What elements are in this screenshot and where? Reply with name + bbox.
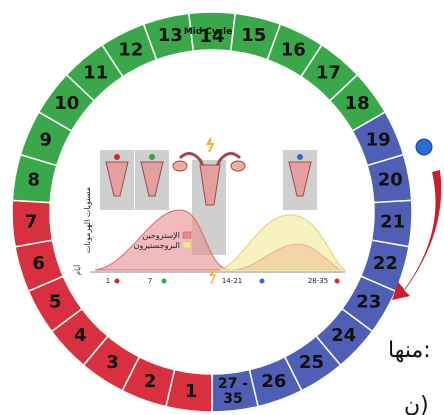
tick-dot-red — [114, 278, 120, 284]
ovulation-bolt-icon — [209, 269, 217, 285]
cycle-day-label: 7 — [25, 212, 38, 233]
cycle-day-label: 15 — [241, 25, 266, 46]
cycle-day-label: 6 — [32, 253, 45, 274]
cycle-day-label: 4 — [74, 325, 87, 346]
mid-cycle-label: Mid Cycle — [184, 27, 233, 37]
cycle-day-label: 19 — [366, 129, 391, 150]
cycle-day-label: 10 — [54, 93, 79, 114]
x-tick-1: 1 — [106, 277, 110, 285]
cycle-day-label: 3 — [106, 352, 119, 373]
cycle-day-label: 27 -35 — [218, 376, 248, 407]
cycle-day-label: 2 — [144, 371, 157, 392]
x-tick-7: 7 — [148, 277, 152, 285]
cycle-day-label: 9 — [40, 129, 53, 150]
uterus-image-2 — [135, 150, 169, 210]
x-tick-14-21: 14-21 — [222, 277, 242, 285]
uterus-ovaries-image — [172, 137, 246, 255]
cycle-day-label: 22 — [373, 253, 398, 274]
legend-progesterone: البروجستيرون — [134, 241, 180, 250]
tick-dot-green — [161, 278, 167, 284]
cycle-day-label: 11 — [83, 62, 108, 83]
curved-arrow-icon — [392, 170, 442, 300]
x-tick-28-35: 28-35 — [308, 277, 328, 285]
legend-swatch-estrogen — [182, 231, 192, 239]
tick-dot-red-end — [334, 278, 340, 284]
side-text-1: منها: — [388, 338, 431, 363]
cycle-day-label: 8 — [27, 170, 40, 191]
tick-dot-blue — [259, 278, 265, 284]
cycle-day-label: 26 — [261, 371, 286, 392]
hormone-chart: مستويات الهرمونات الإستروجين البروجستيرو… — [73, 137, 347, 285]
cycle-day-label: 18 — [345, 93, 370, 114]
legend-swatch-progesterone — [182, 241, 192, 249]
cycle-day-label: 5 — [49, 292, 62, 313]
cycle-day-label: 12 — [118, 39, 143, 60]
side-text-2: ن) — [404, 393, 429, 415]
uterus-image-1 — [100, 150, 134, 210]
cycle-day-label: 24 — [331, 325, 356, 346]
cycle-day-label: 17 — [316, 62, 341, 83]
cycle-day-label: 13 — [158, 25, 183, 46]
cycle-day-label: 23 — [356, 292, 381, 313]
legend-estrogen: الإستروجين — [142, 231, 180, 241]
cycle-segment — [142, 12, 195, 61]
y-axis-label: مستويات الهرمونات — [83, 187, 92, 253]
x-unit-label: أيام — [73, 265, 82, 275]
cycle-day-label: 16 — [281, 39, 306, 60]
uterus-image-3 — [283, 150, 317, 210]
cycle-day-label: 1 — [185, 381, 198, 402]
cycle-day-label: 14 — [199, 26, 224, 47]
cycle-day-label: 20 — [378, 170, 403, 191]
bullet-dot — [415, 138, 433, 156]
cycle-day-label: 25 — [299, 352, 324, 373]
progesterone-curve — [219, 214, 347, 271]
cycle-day-label: 21 — [380, 212, 405, 233]
